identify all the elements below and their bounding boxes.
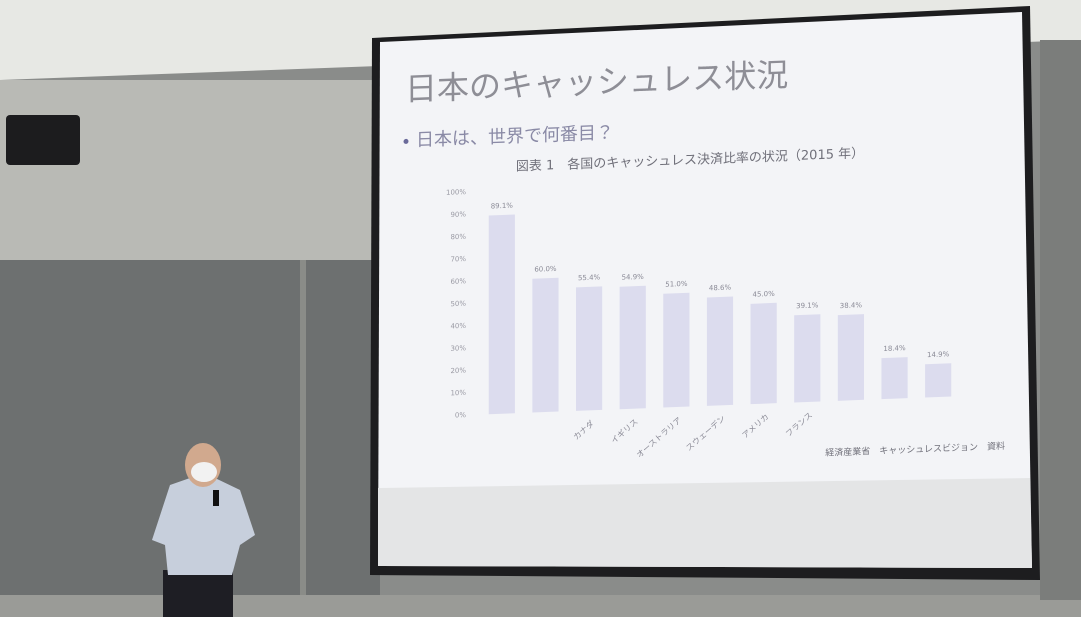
page: 日本のキャッシュレス状況 日本は、世界で何番目？ 図表 1 各国のキャッシュレス… xyxy=(0,0,1081,617)
bar xyxy=(751,303,777,404)
trousers xyxy=(163,570,233,617)
y-tick-label: 100% xyxy=(446,188,466,197)
value-label: 89.1% xyxy=(491,202,514,211)
right-wall xyxy=(1040,40,1081,600)
value-label: 14.9% xyxy=(927,350,950,359)
y-tick-label: 0% xyxy=(455,411,466,419)
bar xyxy=(576,286,602,411)
y-tick-label: 90% xyxy=(450,210,466,219)
scene: 日本のキャッシュレス状況 日本は、世界で何番目？ 図表 1 各国のキャッシュレス… xyxy=(0,0,1081,617)
y-tick-label: 60% xyxy=(450,277,466,286)
y-tick-label: 20% xyxy=(450,366,466,375)
value-label: 38.4% xyxy=(840,301,863,310)
bar xyxy=(925,363,951,397)
bar xyxy=(489,215,515,415)
y-tick-label: 30% xyxy=(450,344,466,353)
y-tick-label: 10% xyxy=(450,389,466,398)
value-label: 51.0% xyxy=(665,280,688,289)
mask xyxy=(191,462,217,482)
value-label: 18.4% xyxy=(883,344,906,353)
screen-border xyxy=(378,478,1032,568)
value-label: 54.9% xyxy=(622,273,645,282)
value-label: 60.0% xyxy=(534,265,557,274)
floor-rail xyxy=(0,595,1081,617)
bar xyxy=(620,286,646,409)
value-label: 39.1% xyxy=(796,301,819,310)
bar xyxy=(707,296,733,405)
value-label: 48.6% xyxy=(709,284,732,293)
bar xyxy=(532,278,558,413)
y-tick-label: 50% xyxy=(450,300,466,309)
speaker xyxy=(6,115,80,165)
y-tick-label: 70% xyxy=(450,255,466,264)
bar xyxy=(838,314,864,401)
value-label: 55.4% xyxy=(578,273,601,282)
bar xyxy=(881,357,907,399)
board-divider xyxy=(300,260,306,600)
upper-wall xyxy=(0,80,380,260)
bar xyxy=(794,314,820,402)
y-tick-label: 40% xyxy=(450,322,466,331)
microphone xyxy=(213,490,219,506)
value-label: 45.0% xyxy=(753,290,776,299)
y-tick-label: 80% xyxy=(450,233,466,242)
bar xyxy=(663,293,689,408)
